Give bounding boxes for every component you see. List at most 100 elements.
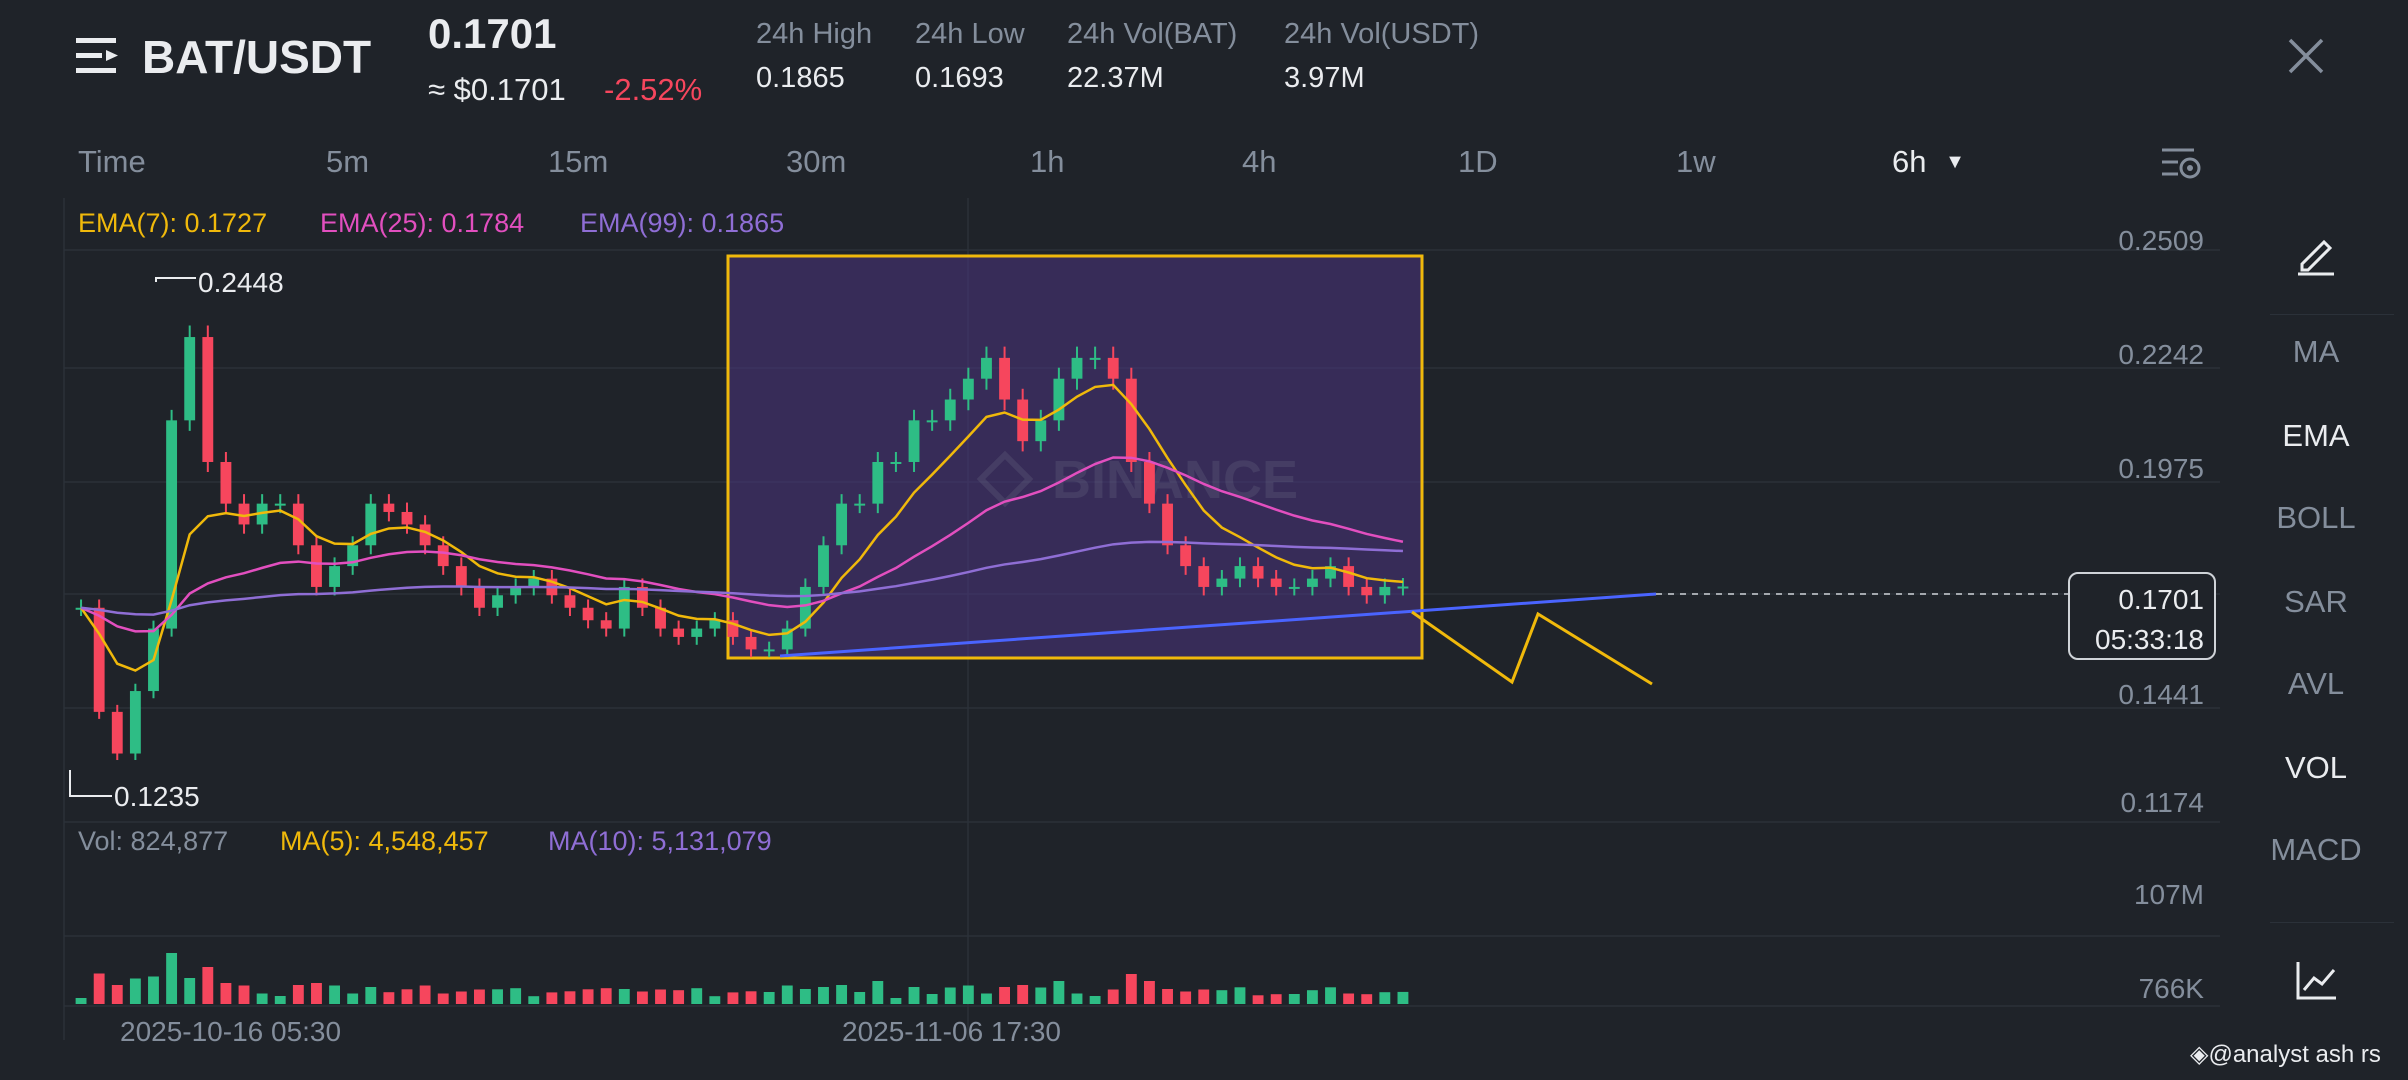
candle-body	[745, 636, 757, 650]
volume-bar	[727, 992, 739, 1004]
volume-bar	[184, 978, 196, 1004]
candle-body	[799, 586, 811, 629]
volume-bar	[981, 993, 992, 1004]
candle-body	[202, 337, 214, 462]
volume-bar	[890, 998, 902, 1004]
volume-bar	[636, 991, 648, 1004]
usd-price: ≈ $0.1701	[428, 72, 566, 107]
volume-bar	[1071, 993, 1083, 1004]
draw-pencil-icon[interactable]	[2294, 232, 2338, 276]
candle-body	[908, 420, 920, 462]
indicator-ma[interactable]: MA	[2292, 334, 2340, 369]
candle-body	[618, 586, 630, 629]
candle-body	[1053, 378, 1065, 421]
volume-tick: 766K	[2139, 973, 2205, 1004]
tab-15m[interactable]: 15m	[548, 144, 609, 179]
candle-body	[836, 503, 848, 546]
candle-body	[1125, 378, 1137, 462]
volume-bar	[691, 988, 703, 1004]
volume-bar	[618, 989, 630, 1004]
candle-body	[1361, 586, 1373, 596]
candle-body	[1216, 578, 1228, 587]
tab-30m[interactable]: 30m	[786, 144, 847, 179]
volume-bar	[510, 988, 522, 1004]
indicator-boll[interactable]: BOLL	[2276, 500, 2356, 535]
current-price-value: 0.1701	[2118, 584, 2204, 615]
candle-body	[1035, 420, 1047, 442]
volume-bar	[836, 985, 848, 1004]
candle-body	[673, 628, 685, 637]
tab-6h[interactable]: 6h ▼	[1892, 144, 1965, 180]
tab-1w[interactable]: 1w	[1676, 144, 1716, 179]
volume-bar	[600, 988, 612, 1004]
candle-body	[781, 628, 793, 650]
volume-bar	[1035, 987, 1047, 1004]
volume-bar	[148, 976, 159, 1004]
candle-body	[981, 357, 992, 379]
indicator-ema[interactable]: EMA	[2282, 418, 2350, 453]
tab-1d[interactable]: 1D	[1458, 144, 1498, 179]
volume-bar	[365, 987, 377, 1004]
candle-body	[1306, 578, 1318, 587]
volume-bar	[1343, 993, 1355, 1004]
candle-body	[184, 337, 196, 421]
volume-bar	[1234, 987, 1246, 1004]
indicator-avl[interactable]: AVL	[2287, 666, 2345, 701]
credit-text: @analyst ash rs	[2208, 1041, 2381, 1068]
tab-5m[interactable]: 5m	[326, 144, 370, 179]
price-chart[interactable]: BINANCE 0.2448 0.1235 0.2509 0.2242 0.19…	[0, 190, 2262, 1040]
tab-1h[interactable]: 1h	[1030, 144, 1065, 179]
menu-icon[interactable]	[74, 32, 122, 80]
volume-bar	[999, 987, 1010, 1004]
projection-path	[1411, 610, 1653, 686]
indicator-vol[interactable]: VOL	[2284, 750, 2348, 785]
pair-title[interactable]: BAT/USDT	[142, 31, 372, 83]
volume-bar	[926, 994, 938, 1004]
tab-time[interactable]: Time	[78, 144, 146, 179]
candle-body	[1144, 461, 1155, 504]
candle-body	[419, 524, 431, 546]
volume-bar	[93, 973, 105, 1004]
candle-body	[636, 586, 648, 608]
volume-bar	[1180, 991, 1192, 1004]
ema25-legend: EMA(25): 0.1784	[320, 208, 525, 238]
candle-body	[220, 461, 232, 504]
price-tick: 0.1975	[2118, 453, 2204, 484]
volume-bar	[311, 983, 322, 1004]
volume-bar	[1162, 989, 1173, 1004]
volume-bar	[256, 993, 268, 1004]
volume-bar	[1089, 996, 1101, 1004]
volume-bar	[1397, 991, 1409, 1004]
stat-value-24h-vol-bat: 22.37M	[1067, 62, 1164, 94]
volume-bar	[944, 987, 956, 1004]
volume-bar	[673, 990, 685, 1004]
indicator-sar[interactable]: SAR	[2284, 584, 2348, 619]
candle-body	[1162, 503, 1173, 546]
indicator-macd[interactable]: MACD	[2270, 832, 2362, 867]
volume-bar	[1325, 987, 1336, 1004]
volume-bar	[474, 989, 485, 1004]
volume-bar	[1379, 992, 1391, 1004]
volume-bar	[347, 993, 359, 1004]
close-icon[interactable]	[2286, 36, 2326, 76]
stat-value-24h-low: 0.1693	[915, 62, 1004, 94]
vol-ma5-legend: MA(5): 4,548,457	[280, 826, 489, 856]
ema7-legend: EMA(7): 0.1727	[78, 208, 268, 238]
trendline	[779, 592, 1657, 658]
chart-type-icon[interactable]	[2294, 958, 2338, 1002]
volume-bar	[292, 985, 304, 1004]
candle-body	[401, 511, 413, 525]
stat-label-24h-high: 24h High	[756, 18, 873, 50]
chart-settings-icon[interactable]	[2160, 144, 2202, 182]
volume-bar	[564, 991, 576, 1004]
candle-body	[1288, 586, 1300, 589]
tab-4h[interactable]: 4h	[1242, 144, 1277, 179]
volume-bar	[1288, 994, 1300, 1004]
vol-ma10-legend: MA(10): 5,131,079	[548, 826, 772, 856]
candle-body	[365, 503, 377, 546]
candle-body	[311, 545, 322, 587]
volume-bar	[1306, 990, 1318, 1004]
volume-bars	[75, 953, 1409, 1004]
candle-body	[691, 628, 703, 637]
volume-bar	[546, 992, 558, 1004]
